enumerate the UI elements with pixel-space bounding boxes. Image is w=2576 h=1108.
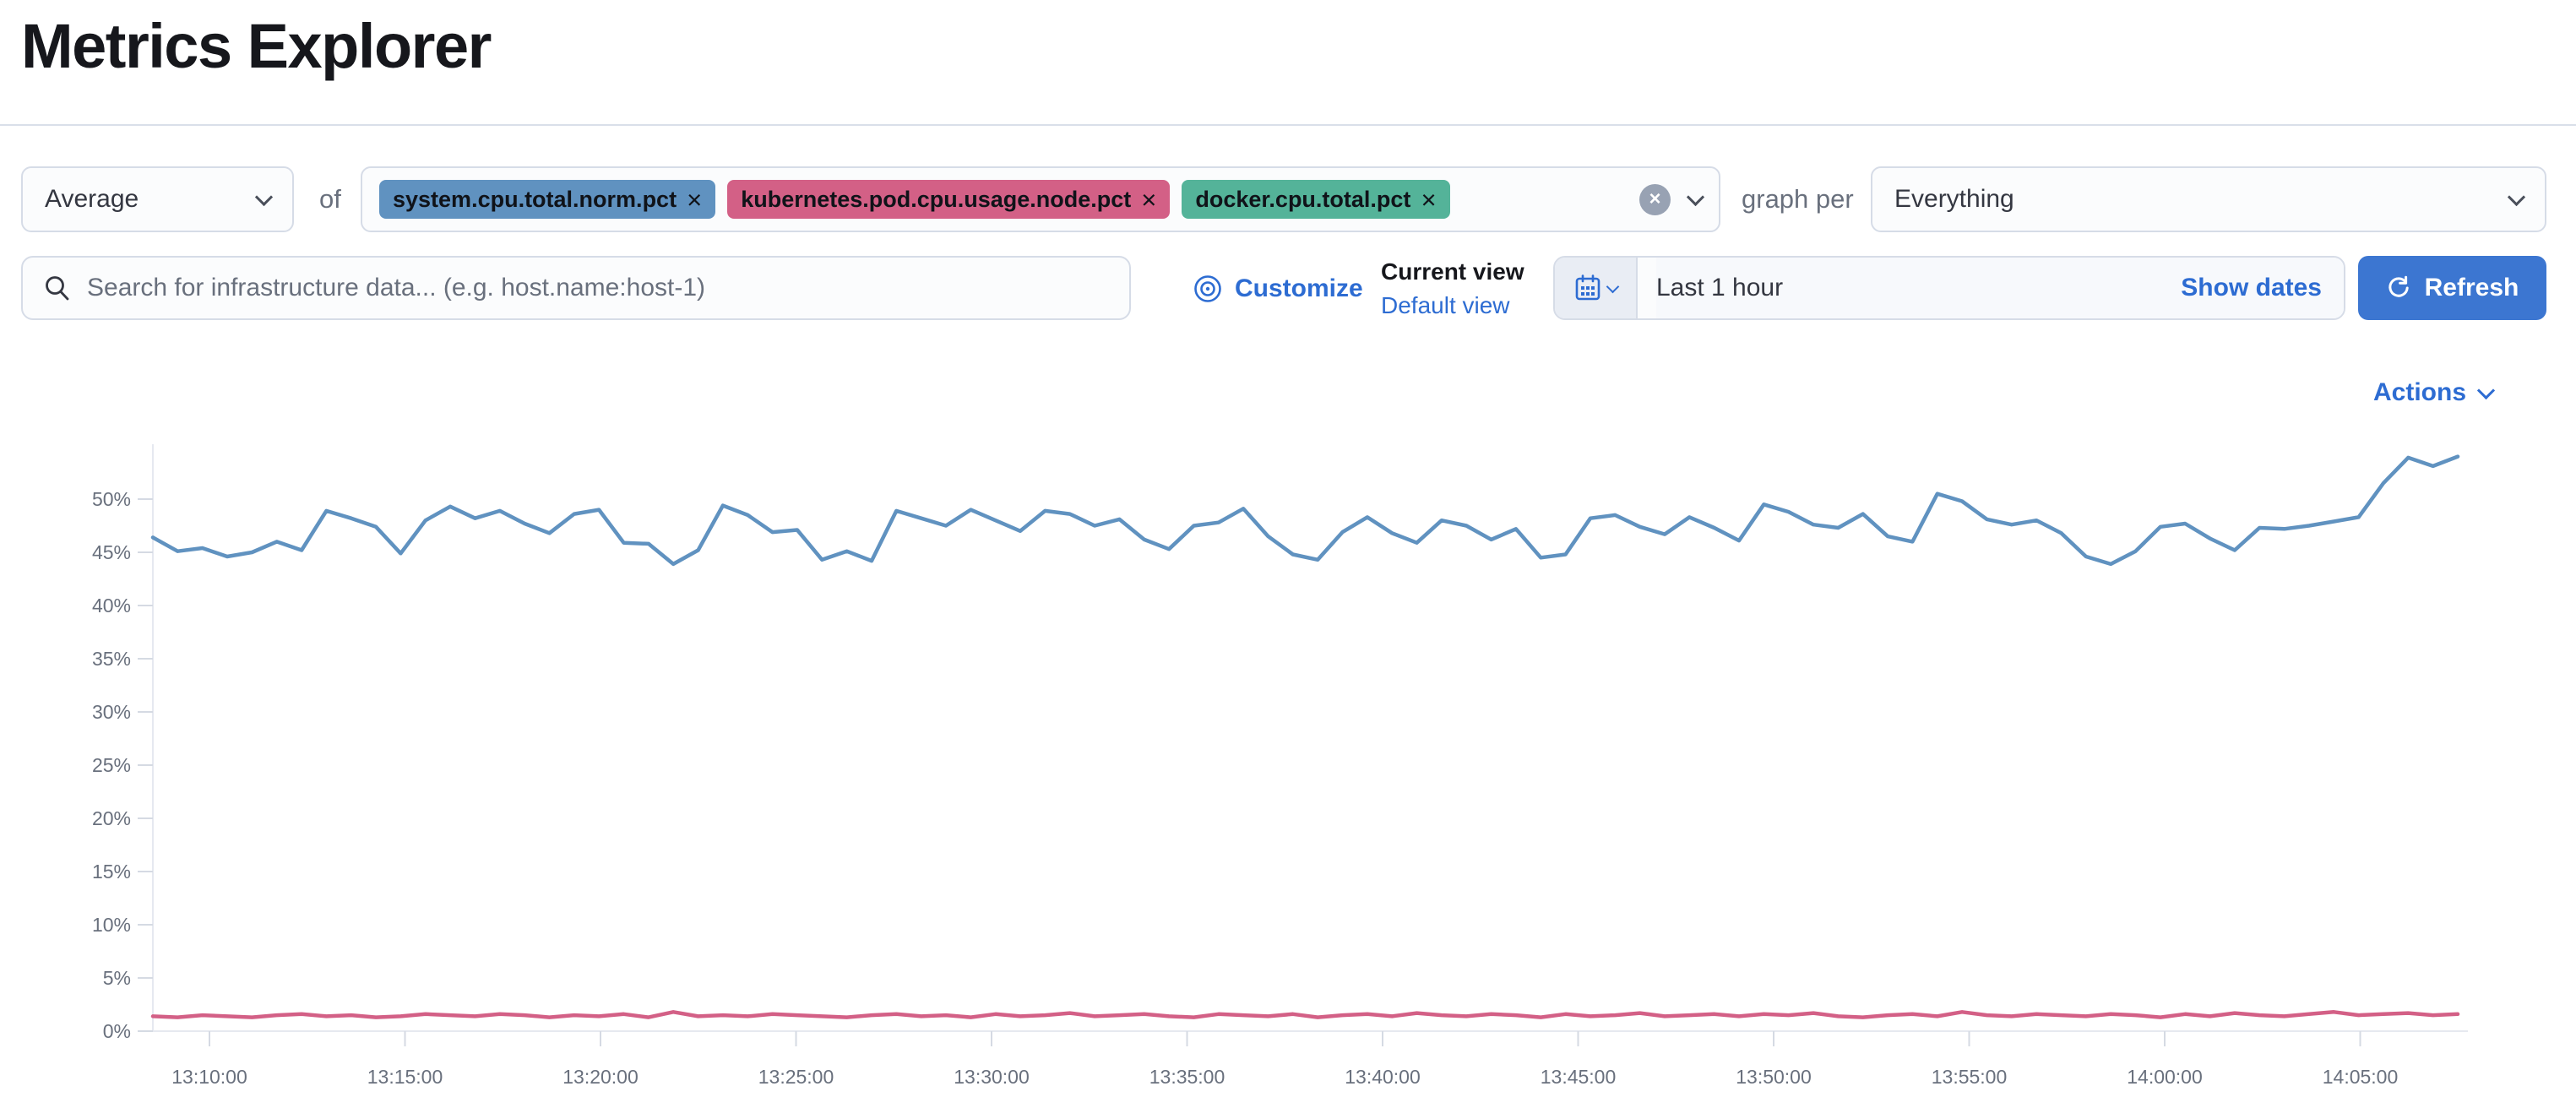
metric-pill-label: kubernetes.pod.cpu.usage.node.pct	[741, 186, 1132, 212]
x-axis-label: 13:55:00	[1932, 1066, 2008, 1088]
x-axis-label: 13:40:00	[1345, 1066, 1421, 1088]
y-axis-label: 50%	[92, 488, 131, 510]
group-by-value: Everything	[1894, 185, 2014, 213]
x-axis-label: 13:35:00	[1149, 1066, 1226, 1088]
x-axis-label: 13:25:00	[758, 1066, 834, 1088]
refresh-label: Refresh	[2424, 274, 2519, 301]
y-axis-label: 35%	[92, 648, 131, 670]
chart-actions-button[interactable]: Actions	[2373, 378, 2496, 407]
chevron-down-icon	[254, 187, 274, 206]
metric-pill-label: system.cpu.total.norm.pct	[393, 186, 677, 212]
refresh-button[interactable]: Refresh	[2358, 256, 2546, 320]
show-dates-label: Show dates	[2181, 274, 2322, 301]
series-line	[150, 454, 2460, 567]
aggregation-value: Average	[45, 185, 139, 213]
chevron-down-icon[interactable]	[1686, 187, 1705, 206]
clear-all-metrics-icon[interactable]: ×	[1639, 183, 1671, 215]
remove-metric-icon[interactable]: ×	[1141, 184, 1157, 215]
x-axis-label: 13:10:00	[171, 1066, 247, 1088]
header-divider	[0, 124, 2576, 126]
y-axis-label: 5%	[103, 967, 131, 989]
graph-per-label: graph per	[1742, 184, 1854, 214]
calendar-icon	[1575, 274, 1600, 301]
default-view-link[interactable]: Default view	[1381, 292, 1510, 318]
series-line	[150, 1010, 2460, 1019]
chevron-down-icon	[2507, 187, 2526, 206]
search-icon	[46, 276, 69, 301]
x-axis-label: 13:45:00	[1541, 1066, 1617, 1088]
date-range-text: Last 1 hour	[1656, 274, 1784, 301]
x-axis-label: 13:30:00	[954, 1066, 1030, 1088]
current-view-title: Current view	[1381, 258, 1524, 285]
date-picker[interactable]: Last 1 hour Show dates	[1553, 256, 2345, 320]
x-axis-label: 13:15:00	[367, 1066, 443, 1088]
y-axis-label: 20%	[92, 807, 131, 829]
search-input[interactable]	[87, 274, 1109, 302]
x-axis-label: 14:05:00	[2323, 1066, 2399, 1088]
remove-metric-icon[interactable]: ×	[1421, 184, 1437, 215]
page-title: Metrics Explorer	[21, 11, 492, 81]
remove-metric-icon[interactable]: ×	[687, 184, 703, 215]
y-axis-label: 10%	[92, 914, 131, 936]
y-axis-label: 15%	[92, 861, 131, 883]
of-label: of	[319, 184, 341, 214]
customize-label: Customize	[1235, 274, 1363, 302]
metric-pill-label: docker.cpu.total.pct	[1195, 186, 1411, 212]
date-range-value[interactable]: Last 1 hour	[1656, 258, 2160, 318]
metrics-line-chart[interactable]: 0% 5% 10% 15% 20% 25% 30% 35% 40% 45% 50% 13:10:00 1…	[0, 414, 2576, 1108]
metrics-combo-box[interactable]: system.cpu.total.norm.pct × kubernetes.p…	[361, 166, 1720, 232]
metric-pill-system-cpu[interactable]: system.cpu.total.norm.pct ×	[379, 180, 716, 219]
customize-button[interactable]: Customize	[1193, 274, 1363, 304]
y-axis-label: 0%	[103, 1020, 131, 1042]
metric-pill-kubernetes-pod-cpu[interactable]: kubernetes.pod.cpu.usage.node.pct ×	[727, 180, 1171, 219]
view-picker[interactable]: Current view Default view	[1381, 258, 1524, 319]
y-axis-label: 25%	[92, 754, 131, 776]
y-axis-label: 40%	[92, 595, 131, 616]
chevron-down-icon	[2476, 381, 2496, 399]
refresh-icon	[2388, 275, 2409, 297]
eye-icon	[1194, 275, 1221, 302]
search-box[interactable]	[21, 256, 1131, 320]
x-axis-label: 13:50:00	[1736, 1066, 1812, 1088]
x-axis-label: 13:20:00	[562, 1066, 639, 1088]
y-axis-label: 45%	[92, 541, 131, 563]
aggregation-select[interactable]: Average	[21, 166, 294, 232]
group-by-select[interactable]: Everything	[1871, 166, 2546, 232]
date-quick-select-button[interactable]	[1555, 258, 1638, 318]
x-axis-label: 14:00:00	[2127, 1066, 2203, 1088]
y-axis-label: 30%	[92, 701, 131, 723]
chevron-down-icon	[1606, 280, 1619, 293]
show-dates-button[interactable]: Show dates	[2159, 258, 2344, 318]
actions-label: Actions	[2373, 378, 2467, 406]
metric-pill-docker-cpu[interactable]: docker.cpu.total.pct ×	[1182, 180, 1450, 219]
